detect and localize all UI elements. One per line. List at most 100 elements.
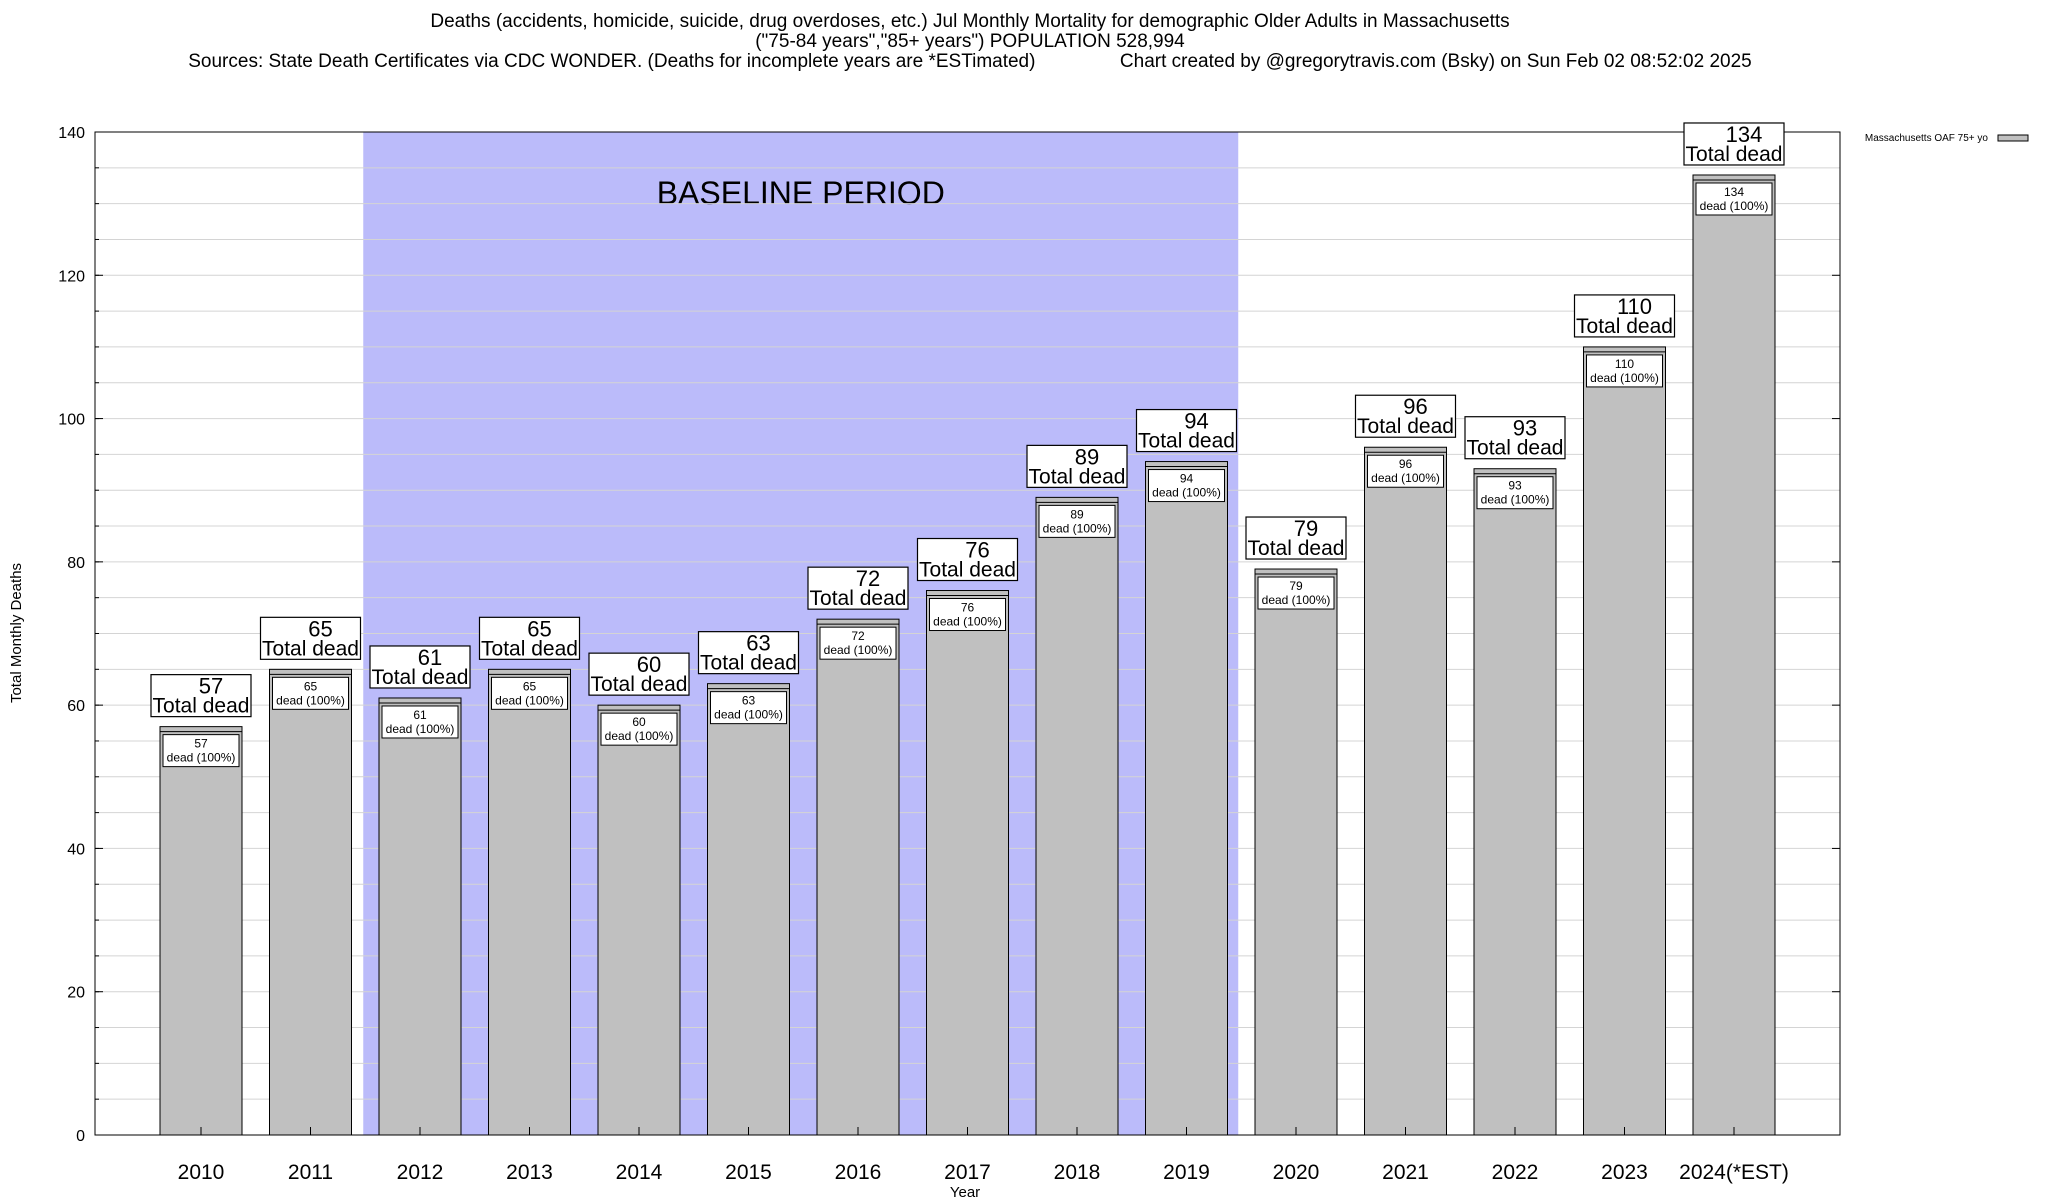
inner-label-value: 96 <box>1399 457 1413 471</box>
inner-label-value: 94 <box>1180 472 1194 486</box>
bar-2014 <box>597 704 681 1136</box>
top-label-text: Total dead <box>1248 537 1345 560</box>
top-label-box <box>1573 294 1676 338</box>
inner-label-value: 76 <box>961 601 975 615</box>
inner-label-box <box>819 626 897 660</box>
inner-label-value: 63 <box>742 694 756 708</box>
top-label-value: 63 <box>746 631 770 656</box>
baseline-period-label: BASELINE PERIOD <box>657 175 945 211</box>
top-label-value: 79 <box>1294 516 1318 541</box>
inner-label-text: dead (100%) <box>1371 471 1440 485</box>
inner-label-box <box>1476 476 1554 510</box>
top-label-box <box>1683 122 1785 166</box>
inner-label-value: 93 <box>1508 479 1522 493</box>
inner-label-text: dead (100%) <box>824 643 893 657</box>
bar-2023 <box>1583 346 1666 1136</box>
y-tick-label: 120 <box>58 268 85 285</box>
top-label-value: 72 <box>856 566 880 591</box>
inner-label-text: dead (100%) <box>1043 521 1112 535</box>
bar-2015 <box>707 683 790 1136</box>
top-label-value: 60 <box>637 652 661 677</box>
top-label-text: Total dead <box>919 559 1016 582</box>
inner-label-value: 134 <box>1724 185 1744 199</box>
chart-title-line-1: Deaths (accidents, homicide, suicide, dr… <box>430 11 1510 32</box>
inner-label-value: 57 <box>194 737 208 751</box>
y-tick-label: 60 <box>67 698 85 715</box>
inner-label-value: 89 <box>1070 507 1084 521</box>
legend-swatch <box>1997 134 2029 142</box>
inner-label-text: dead (100%) <box>1700 199 1769 213</box>
top-label-text: Total dead <box>1467 437 1564 460</box>
top-label-text: Total dead <box>1686 143 1783 166</box>
bar-2013 <box>488 668 571 1136</box>
top-label-value: 76 <box>965 538 989 563</box>
top-label-box <box>916 537 1019 582</box>
inner-label-box <box>1038 504 1116 538</box>
top-label-text: Total dead <box>481 637 578 660</box>
x-tick-label: 2021 <box>1382 1161 1429 1184</box>
top-label-text: Total dead <box>153 695 250 718</box>
bar-2017 <box>926 590 1009 1136</box>
top-label-box <box>150 674 252 718</box>
x-tick-label: 2020 <box>1273 1161 1320 1184</box>
inner-label-value: 60 <box>632 715 646 729</box>
inner-label-value: 65 <box>304 679 318 693</box>
top-label-value: 96 <box>1403 394 1427 419</box>
inner-label-text: dead (100%) <box>1152 486 1221 500</box>
inner-label-value: 65 <box>523 679 537 693</box>
inner-label-value: 79 <box>1289 579 1303 593</box>
top-label-text: Total dead <box>591 673 688 696</box>
top-label-value: 61 <box>418 645 442 670</box>
top-label-box <box>369 645 471 689</box>
x-tick-label: 2024(*EST) <box>1679 1161 1789 1184</box>
chart-title-line-3: Sources: State Death Certificates via CD… <box>188 51 1752 72</box>
bar-2022 <box>1473 468 1557 1136</box>
top-label-value: 94 <box>1184 409 1208 434</box>
y-tick-label: 80 <box>67 555 85 572</box>
inner-label-text: dead (100%) <box>495 693 564 707</box>
x-tick-label: 2017 <box>944 1161 991 1184</box>
inner-label-text: dead (100%) <box>276 693 345 707</box>
x-tick-label: 2016 <box>835 1161 882 1184</box>
top-label-box <box>1245 516 1347 560</box>
inner-label-text: dead (100%) <box>714 708 783 722</box>
inner-label-box <box>710 691 787 725</box>
top-label-text: Total dead <box>262 637 359 660</box>
bar-2024(*EST) <box>1692 174 1776 1136</box>
inner-label-value: 61 <box>413 708 427 722</box>
inner-label-box <box>1695 182 1773 216</box>
top-label-text: Total dead <box>1357 415 1454 438</box>
top-label-text: Total dead <box>1576 315 1673 338</box>
y-tick-label: 0 <box>76 1128 85 1145</box>
inner-label-box <box>272 676 349 710</box>
x-tick-label: 2012 <box>397 1161 444 1184</box>
top-label-box <box>807 566 909 610</box>
y-tick-label: 100 <box>58 412 85 429</box>
inner-label-box <box>381 705 459 739</box>
chart-title-line-2: ("75-84 years","85+ years") POPULATION 5… <box>755 31 1185 52</box>
x-tick-label: 2014 <box>616 1161 663 1184</box>
x-axis-title: Year <box>950 1184 980 1200</box>
inner-label-box <box>1367 454 1444 488</box>
top-label-value: 65 <box>308 616 332 641</box>
bar-2019 <box>1145 461 1228 1136</box>
y-tick-label: 20 <box>67 985 85 1002</box>
inner-label-box <box>1257 576 1335 610</box>
top-label-text: Total dead <box>1138 430 1235 453</box>
top-label-box <box>1464 416 1566 460</box>
top-label-text: Total dead <box>810 587 907 610</box>
top-label-text: Total dead <box>372 666 469 689</box>
inner-label-box <box>491 676 568 710</box>
top-label-text: Total dead <box>1029 465 1126 488</box>
inner-label-text: dead (100%) <box>167 751 236 765</box>
x-tick-label: 2010 <box>178 1161 225 1184</box>
top-label-value: 134 <box>1726 122 1763 147</box>
top-label-value: 110 <box>1617 294 1652 319</box>
top-label-value: 57 <box>199 674 223 699</box>
bar-2011 <box>269 668 352 1136</box>
inner-label-box <box>600 712 678 746</box>
inner-label-text: dead (100%) <box>1590 371 1659 385</box>
x-tick-label: 2018 <box>1054 1161 1101 1184</box>
top-label-value: 93 <box>1513 416 1537 441</box>
